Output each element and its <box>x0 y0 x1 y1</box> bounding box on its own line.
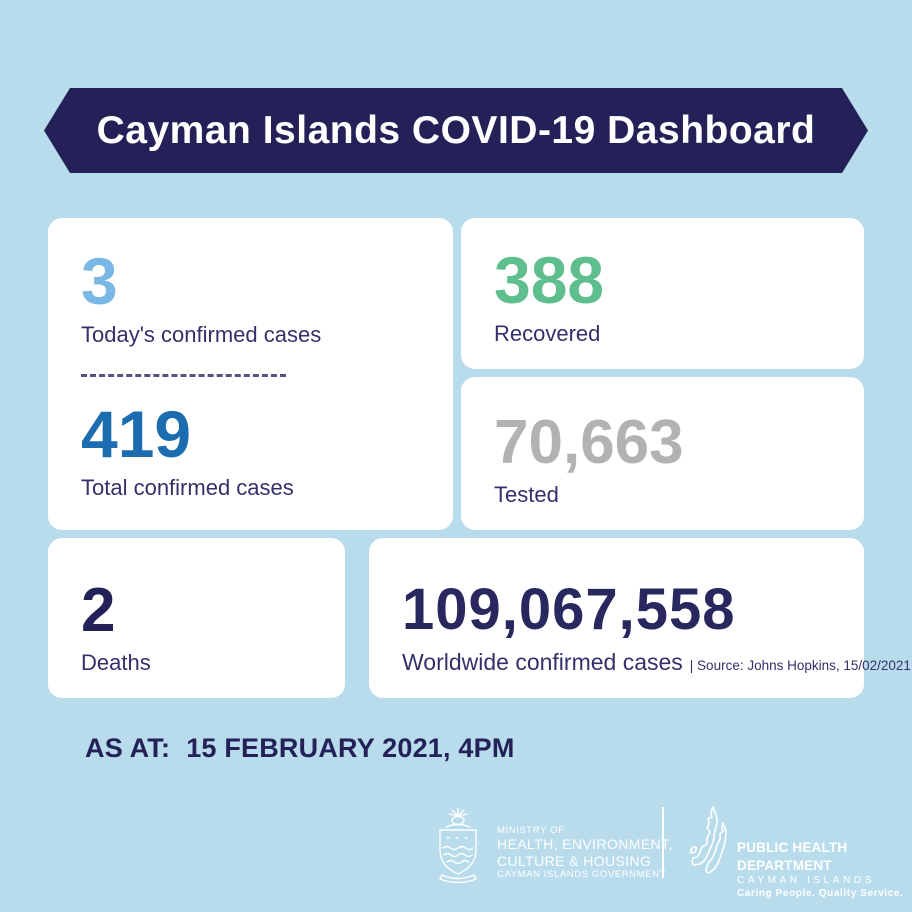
today-cases-value: 3 <box>81 244 118 318</box>
stat-today: 3 Today's confirmed cases <box>81 248 453 348</box>
card-worldwide: 109,067,558 Worldwide confirmed cases | … <box>369 538 912 698</box>
ministry-line1: MINISTRY OF <box>497 825 565 836</box>
worldwide-label: Worldwide confirmed cases <box>402 649 683 675</box>
ministry-line4: CAYMAN ISLANDS GOVERNMENT <box>497 869 666 881</box>
deaths-value: 2 <box>81 576 116 645</box>
as-at-date: 15 FEBRUARY 2021, 4PM <box>186 733 515 763</box>
footer-divider <box>662 807 664 878</box>
phd-name: PUBLIC HEALTH DEPARTMENT <box>737 840 848 873</box>
worldwide-label-row: Worldwide confirmed cases | Source: John… <box>402 649 912 676</box>
worldwide-source: | Source: Johns Hopkins, 15/02/2021, 3.2… <box>689 658 912 673</box>
card-deaths: 2 Deaths <box>48 538 345 698</box>
card-confirmed-cases: 3 Today's confirmed cases 419 Total conf… <box>48 218 453 530</box>
ministry-logo-text: MINISTRY OF HEALTH, ENVIRONMENT, CULTURE… <box>497 825 673 880</box>
total-cases-label: Total confirmed cases <box>81 475 294 500</box>
today-cases-label: Today's confirmed cases <box>81 322 322 347</box>
as-at-line: AS AT: 15 FEBRUARY 2021, 4PM <box>85 733 515 764</box>
stat-total: 419 Total confirmed cases <box>81 401 453 501</box>
ministry-line2: HEALTH, ENVIRONMENT, <box>497 836 673 853</box>
ministry-line3: CULTURE & HOUSING <box>497 852 652 869</box>
coat-of-arms-icon <box>439 807 477 884</box>
phd-tagline: Caring People. Quality Service. <box>737 888 904 900</box>
tested-label: Tested <box>494 482 559 507</box>
as-at-prefix: AS AT: <box>85 733 171 763</box>
card-tested: 70,663 Tested <box>461 377 864 530</box>
phd-region: CAYMAN ISLANDS <box>737 875 876 887</box>
cayman-islands-outline-icon <box>689 806 727 874</box>
recovered-value: 388 <box>494 243 605 317</box>
page-title: Cayman Islands COVID-19 Dashboard <box>96 108 816 152</box>
card-recovered: 388 Recovered <box>461 218 864 369</box>
worldwide-value: 109,067,558 <box>402 577 736 642</box>
recovered-label: Recovered <box>494 321 601 346</box>
dashed-divider <box>81 374 286 377</box>
deaths-label: Deaths <box>81 650 151 675</box>
footer: MINISTRY OF HEALTH, ENVIRONMENT, CULTURE… <box>0 795 912 899</box>
banner: Cayman Islands COVID-19 Dashboard <box>44 88 868 173</box>
total-cases-value: 419 <box>81 397 192 471</box>
tested-value: 70,663 <box>494 408 684 477</box>
public-health-logo-text: PUBLIC HEALTH DEPARTMENT CAYMAN ISLANDS … <box>737 839 912 900</box>
